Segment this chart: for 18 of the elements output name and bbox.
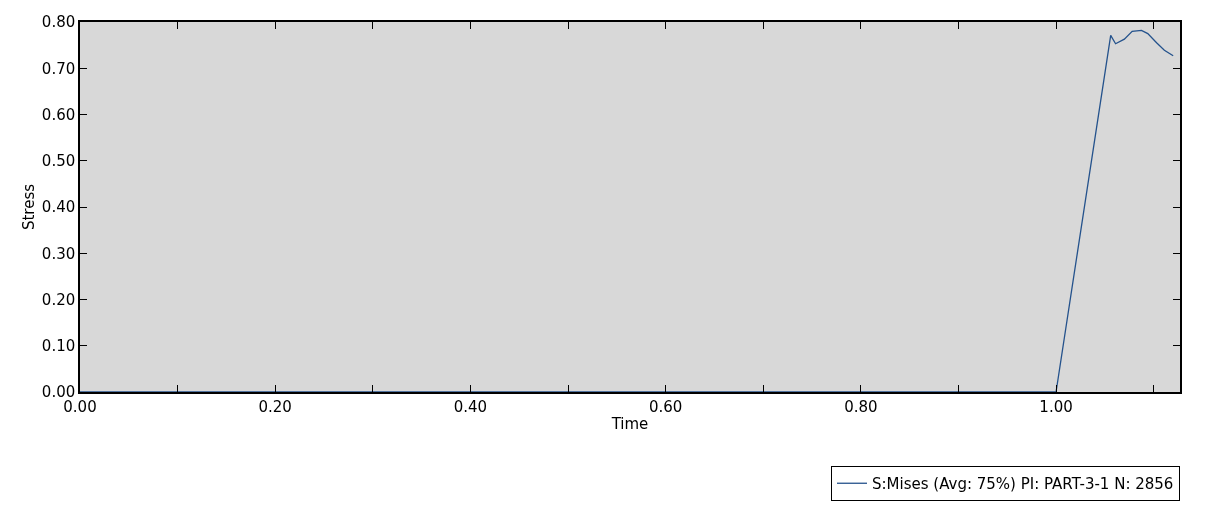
y-tick-label: 0.60 xyxy=(41,105,76,124)
y-tick-label: 0.50 xyxy=(41,152,76,170)
y-tick-label: 0.40 xyxy=(41,198,76,217)
legend-label: S:Mises (Avg: 75%) PI: PART-3-1 N: 2856 xyxy=(872,475,1174,494)
y-axis-title: Stress xyxy=(19,183,38,231)
y-tick-label: 0.70 xyxy=(41,59,76,78)
x-tick-label: 0.00 xyxy=(63,397,97,416)
x-tick-label: 0.60 xyxy=(648,397,683,416)
y-tick-label: 0.80 xyxy=(41,13,76,32)
x-tick-label: 0.40 xyxy=(453,397,488,416)
y-tick-label: 0.10 xyxy=(41,337,76,355)
x-tick-label: 0.20 xyxy=(258,397,292,416)
x-tick-label: 0.80 xyxy=(844,397,878,416)
x-axis-title: Time xyxy=(610,415,649,434)
line-series xyxy=(80,29,1174,392)
y-tick-label: 0.20 xyxy=(41,290,76,309)
x-tick-label: 1.00 xyxy=(1039,397,1073,416)
y-tick-label: 0.30 xyxy=(41,244,76,263)
